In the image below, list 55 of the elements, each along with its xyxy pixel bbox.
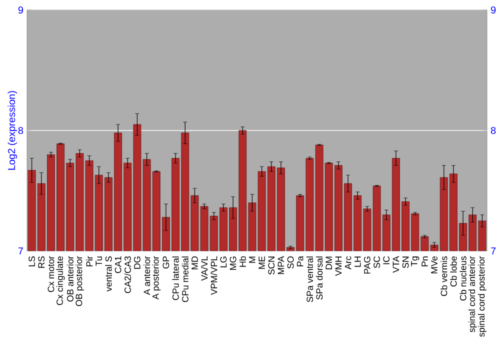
x-tick-label: CPu medial <box>182 256 188 302</box>
x-tick-label: Pir <box>86 256 93 266</box>
x-tick-label: Pn <box>422 256 428 266</box>
x-tick-label: SPa ventral <box>306 256 314 302</box>
x-tick-label: PAG <box>364 256 370 274</box>
x-tick-label: VPM/VPL <box>210 256 218 295</box>
x-tick-label: LG <box>220 256 227 268</box>
x-tick-label: RS <box>38 256 45 268</box>
x-tick-label: SPa dorsal <box>316 256 323 300</box>
x-tick-label: VMH <box>335 256 342 276</box>
x-tick-label: Cb vermis <box>440 256 448 296</box>
x-tick-label: VTA <box>392 256 400 273</box>
x-tick-label: CA1 <box>114 256 122 274</box>
y-tick-label: 8 <box>18 126 24 134</box>
x-tick-label: Cb nucleus <box>460 256 466 301</box>
x-tick-label: ventral S <box>105 256 112 292</box>
x-tick-label: MPA <box>278 256 284 274</box>
x-tick-label: Arc <box>344 256 352 270</box>
y-tick-label: 7 <box>18 248 23 254</box>
x-tick-label: Pa <box>296 256 304 266</box>
x-tick-label: Cx cingulate <box>56 256 65 306</box>
x-tick-label: spinal cord anterior <box>468 256 477 332</box>
x-tick-label: CA2/CA3 <box>124 256 131 294</box>
y-axis-title: Log2 (expression) <box>8 91 18 170</box>
y2-tick-label: 8 <box>490 126 496 134</box>
y2-tick-label: 7 <box>491 248 496 254</box>
x-tick-label: Hb <box>239 256 246 267</box>
x-tick-label: M <box>249 256 256 263</box>
x-tick-label: MVe <box>431 256 438 274</box>
x-tick-label: Tu <box>96 256 102 266</box>
y-tick-label: 9 <box>18 6 24 14</box>
x-tick-label: OB anterior <box>66 256 74 302</box>
x-tick-label: MG <box>230 256 236 270</box>
x-tick-label: Cb lobe <box>450 256 457 287</box>
x-tick-label: LS <box>28 256 35 266</box>
x-tick-label: MD <box>192 256 198 270</box>
x-tick-label: spinal cord posterior <box>478 256 486 337</box>
x-tick-label: A posterior <box>152 256 161 300</box>
x-tick-label: CPu lateral <box>172 256 179 300</box>
x-tick-label: SO <box>287 256 294 269</box>
x-tick-label: SN <box>402 256 409 268</box>
x-tick-label: SCN <box>268 256 275 275</box>
x-tick-label: A anterior <box>143 256 150 295</box>
x-tick-label: DM <box>326 256 332 270</box>
x-tick-label: ME <box>258 256 265 269</box>
x-tick-label: IC <box>383 256 390 264</box>
x-tick-label: LH <box>354 256 361 267</box>
x-tick-label: Tg <box>411 256 420 266</box>
x-tick-label: OB posterior <box>76 256 84 306</box>
x-tick-label: DG <box>134 256 140 269</box>
x-tick-label: VA/VL <box>200 256 208 281</box>
y2-tick-label: 9 <box>491 6 496 14</box>
x-tick-label: SC <box>374 256 380 268</box>
x-tick-label: GP <box>162 256 170 269</box>
x-tick-label: Cx motor <box>48 256 54 292</box>
